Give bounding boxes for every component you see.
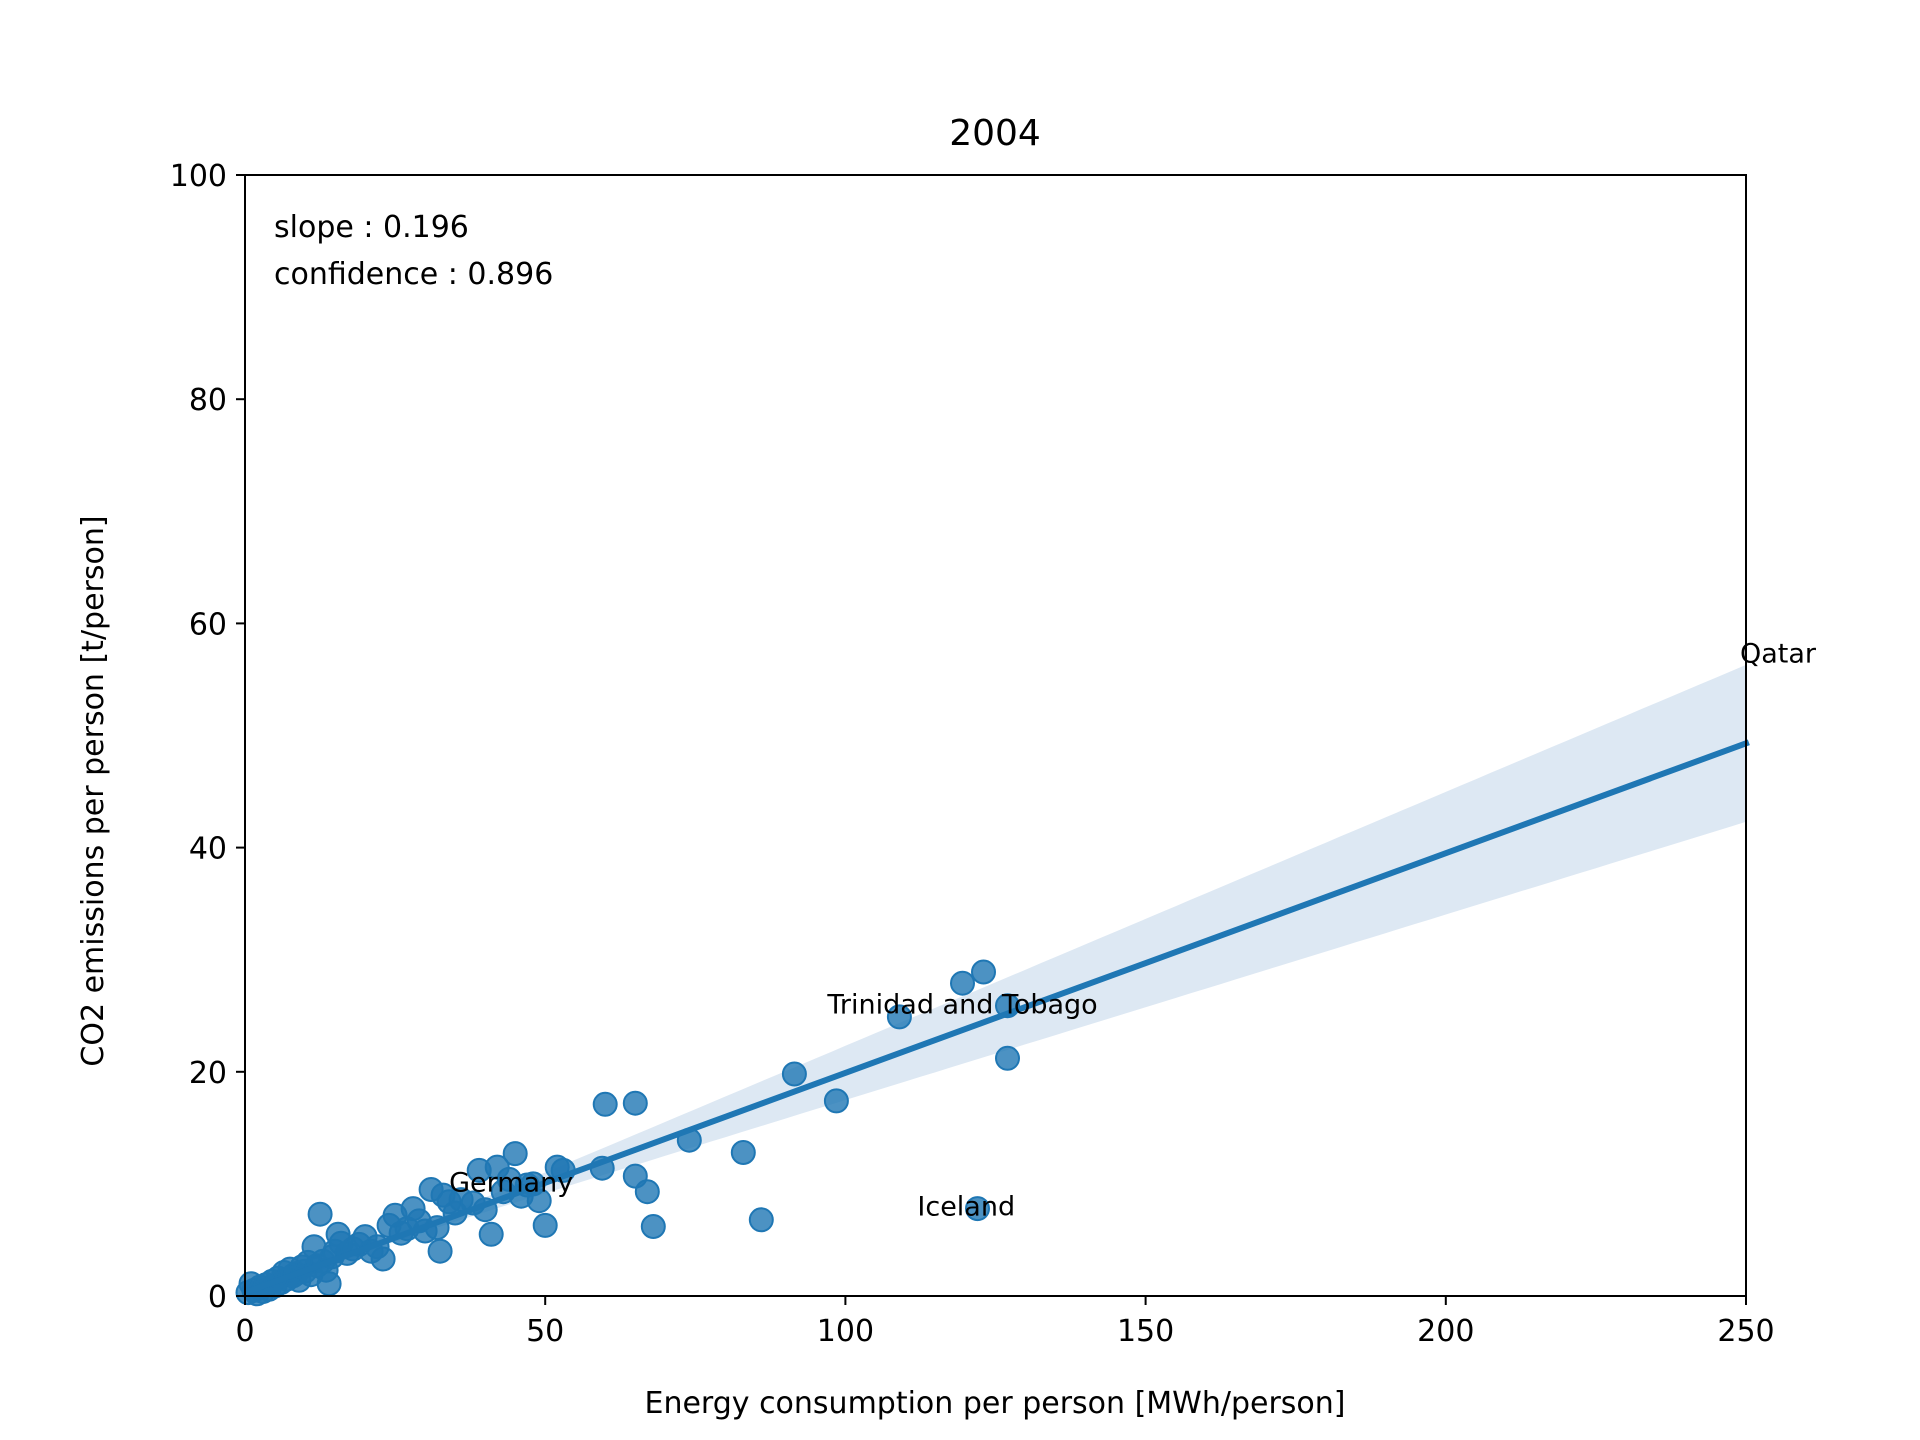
confidence-annotation: confidence : 0.896 <box>274 257 553 292</box>
data-point <box>316 1271 342 1297</box>
x-axis-label: Energy consumption per person [MWh/perso… <box>645 1386 1346 1421</box>
x-tick-label: 0 <box>235 1314 254 1349</box>
point-label: Trinidad and Tobago <box>826 990 1097 1021</box>
confidence-band-layer <box>245 664 1746 1302</box>
data-point <box>950 970 975 996</box>
x-axis-ticks: 0 50 100 150 200 250 <box>235 1296 1775 1349</box>
data-point <box>640 1214 666 1239</box>
y-tick-label: 80 <box>189 383 227 418</box>
point-labels-layer: Qatar Trinidad and Tobago Germany Iceland <box>449 639 1817 1223</box>
data-point <box>748 1207 774 1233</box>
data-point <box>823 1088 849 1114</box>
y-tick-label: 100 <box>170 159 227 194</box>
data-point <box>427 1238 453 1264</box>
data-point <box>526 1188 552 1214</box>
data-point <box>370 1246 396 1272</box>
x-tick-label: 200 <box>1417 1314 1474 1349</box>
regression-line <box>241 739 1750 1297</box>
data-point <box>995 1045 1020 1071</box>
slope-annotation: slope : 0.196 <box>274 210 469 245</box>
x-tick-label: 150 <box>1117 1314 1174 1349</box>
point-label: Germany <box>449 1168 573 1199</box>
data-point <box>307 1201 333 1227</box>
y-tick-label: 40 <box>189 832 227 867</box>
y-tick-label: 60 <box>189 607 227 642</box>
chart-title: 2004 <box>949 113 1041 154</box>
data-point <box>592 1091 618 1117</box>
x-tick-label: 50 <box>526 1314 564 1349</box>
x-tick-label: 250 <box>1717 1314 1774 1349</box>
data-point <box>886 1004 912 1030</box>
y-tick-label: 0 <box>208 1280 227 1315</box>
data-point <box>971 959 996 985</box>
plot-frame <box>244 174 1747 1297</box>
confidence-band <box>245 664 1746 1302</box>
data-point <box>532 1212 558 1238</box>
y-tick-label: 20 <box>189 1056 227 1091</box>
data-point <box>622 1090 648 1116</box>
point-label: Qatar <box>1740 639 1817 670</box>
data-point <box>478 1221 504 1247</box>
y-axis-ticks: 0 20 40 60 80 100 <box>170 159 245 1315</box>
x-tick-label: 100 <box>817 1314 874 1349</box>
data-point <box>781 1061 807 1087</box>
point-label: Iceland <box>917 1191 1015 1222</box>
y-axis-label: CO2 emissions per person [t/person] <box>76 515 111 1066</box>
data-point <box>965 1196 990 1222</box>
points-layer <box>235 959 1020 1307</box>
regression-line-layer <box>241 739 1750 1297</box>
data-point <box>634 1179 660 1205</box>
data-point <box>730 1140 756 1165</box>
data-point <box>502 1141 528 1167</box>
